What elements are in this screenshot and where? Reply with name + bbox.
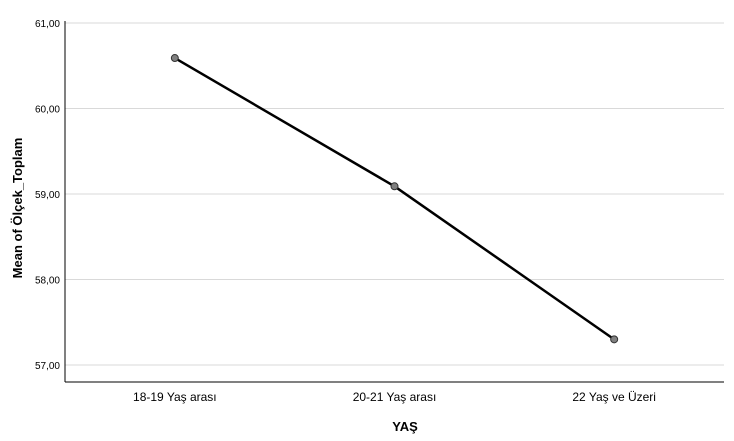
- y-axis-title: Mean of Ölçek_Toplam: [10, 138, 25, 279]
- y-tick-label: 61,00: [35, 19, 60, 30]
- data-point: [170, 54, 179, 63]
- axes: [64, 21, 724, 383]
- x-axis-title: YAŞ: [392, 419, 418, 434]
- y-tick-label: 57,00: [35, 361, 60, 372]
- x-tick-label: 22 Yaş ve Üzeri: [572, 390, 656, 404]
- gridlines: [65, 22, 724, 366]
- x-tick-labels: 18-19 Yaş arası 20-21 Yaş arası 22 Yaş ve …: [133, 390, 656, 404]
- y-tick-labels: 57,00 58,00 59,00 60,00 61,00: [35, 19, 60, 372]
- data-series: [170, 54, 619, 344]
- data-point: [610, 335, 619, 344]
- data-point: [390, 182, 399, 191]
- x-tick-label: 18-19 Yaş arası: [133, 390, 217, 404]
- y-tick-label: 60,00: [35, 105, 60, 116]
- series-line: [174, 56, 615, 341]
- x-tick-label: 20-21 Yaş arası: [353, 390, 437, 404]
- y-tick-label: 59,00: [35, 190, 60, 201]
- y-tick-label: 58,00: [35, 276, 60, 287]
